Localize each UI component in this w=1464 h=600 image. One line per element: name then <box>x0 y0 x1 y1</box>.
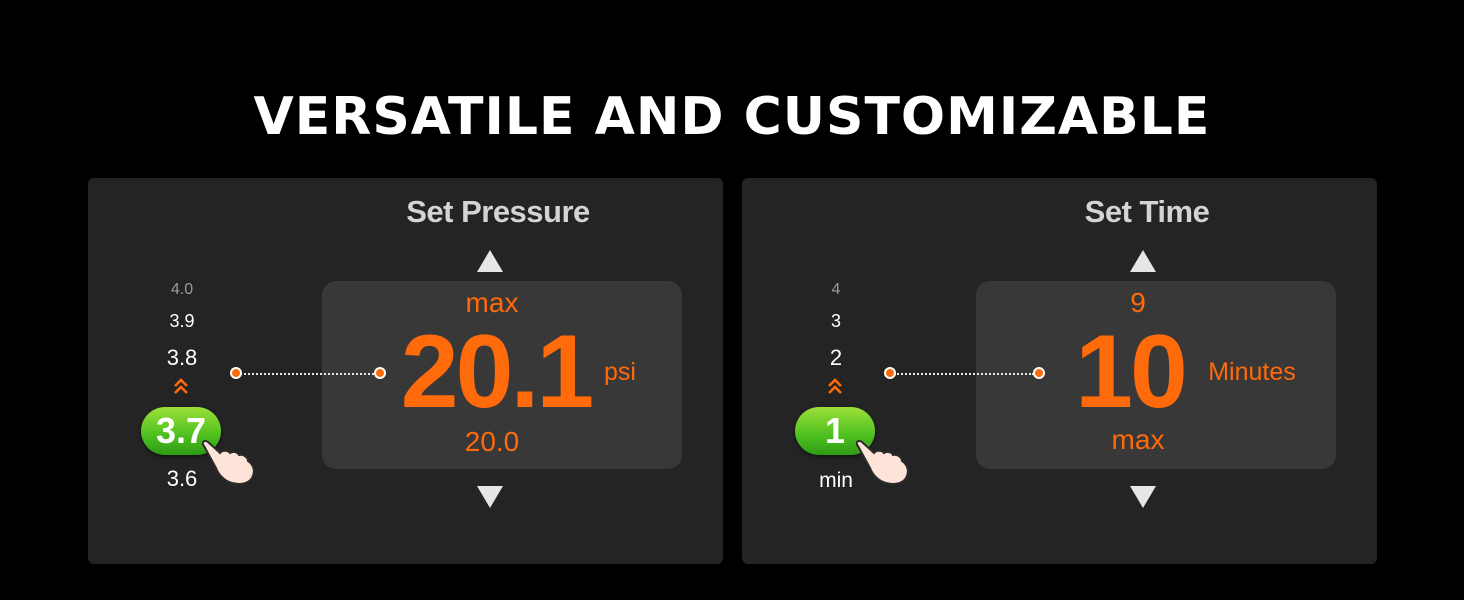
time-scale-item[interactable]: 3 <box>830 311 841 331</box>
pressure-unit: psi <box>604 358 636 386</box>
time-panel-title: Set Time <box>1084 194 1210 229</box>
pressure-scale-item[interactable]: 3.8 <box>166 345 198 370</box>
pressure-max-label: max <box>465 287 519 318</box>
double-chevron-up-icon <box>828 378 842 394</box>
time-selected-caption: min <box>819 469 853 492</box>
headline: VERSATILE AND CUSTOMIZABLE <box>253 87 1211 147</box>
time-unit: Minutes <box>1208 358 1296 386</box>
time-connector-dot <box>884 367 896 379</box>
pressure-increase-arrow-icon[interactable] <box>477 250 503 272</box>
time-connector-dot <box>1033 367 1045 379</box>
time-max-label: max <box>1111 424 1165 455</box>
pressure-scale-item[interactable]: 4.0 <box>170 281 194 298</box>
time-scale-item[interactable]: 4 <box>831 281 841 298</box>
pressure-panel-title: Set Pressure <box>406 194 590 229</box>
pressure-connector-dot <box>230 367 242 379</box>
time-scale-item[interactable]: 2 <box>829 345 843 370</box>
pressure-bottom-value: 20.0 <box>464 426 520 457</box>
time-top-value: 9 <box>1130 287 1146 318</box>
time-connector-line <box>894 373 1034 375</box>
pressure-scale-item[interactable]: 3.9 <box>169 311 195 331</box>
pressure-decrease-arrow-icon[interactable] <box>477 486 503 508</box>
time-value: 10 <box>1075 314 1188 430</box>
pressure-connector-dot <box>374 367 386 379</box>
pressure-scale-item[interactable]: 3.6 <box>166 466 198 491</box>
pointing-hand-icon <box>201 439 255 485</box>
time-decrease-arrow-icon[interactable] <box>1130 486 1156 508</box>
time-selected-pill[interactable]: 1 <box>795 407 875 455</box>
pressure-value: 20.1 <box>400 314 594 430</box>
time-increase-arrow-icon[interactable] <box>1130 250 1156 272</box>
pointing-hand-icon <box>855 439 909 485</box>
double-chevron-up-icon <box>174 378 188 394</box>
pressure-connector-line <box>240 373 378 375</box>
